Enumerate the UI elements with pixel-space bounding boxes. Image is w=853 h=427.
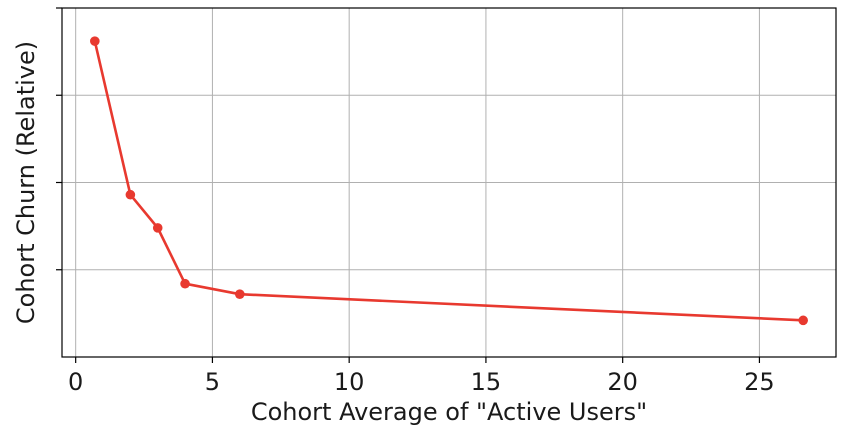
data-point [125,189,136,200]
y-axis-label: Cohort Churn (Relative) [12,41,40,324]
data-point [234,289,245,299]
x-tick-label: 5 [205,368,220,396]
x-tick-label: 25 [744,368,775,396]
x-tick-label: 20 [607,368,638,396]
x-tick-label: 15 [471,368,502,396]
data-point [152,223,163,233]
data-point [798,315,808,326]
tick-labels: 0 5 10 15 20 25 [68,368,775,396]
x-tick-label: 0 [68,368,83,396]
axis-ticks [56,7,761,363]
grid-lines [62,8,836,357]
data-point [90,36,100,46]
series-line-layer [93,40,804,322]
data-points [90,36,808,326]
series-line [93,40,804,322]
x-tick-label: 10 [334,368,365,396]
x-axis-label: Cohort Average of "Active Users" [251,398,647,426]
data-point [180,278,190,289]
